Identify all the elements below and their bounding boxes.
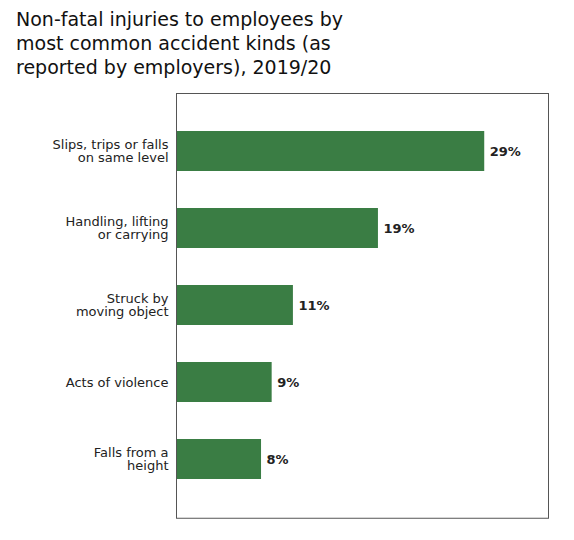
svg-text:Acts of violence: Acts of violence bbox=[66, 375, 169, 390]
svg-text:Slips, trips or fallson same l: Slips, trips or fallson same level bbox=[53, 137, 169, 165]
svg-text:9%: 9% bbox=[277, 375, 299, 390]
svg-text:Falls from aheight: Falls from aheight bbox=[94, 445, 169, 473]
svg-text:29%: 29% bbox=[490, 144, 521, 159]
html-text:Non-fatal injuries to employee: Non-fatal injuries to employees by most … bbox=[16, 8, 343, 78]
svg-text:Struck bymoving object: Struck bymoving object bbox=[76, 291, 169, 319]
svg-text:19%: 19% bbox=[383, 221, 414, 236]
svg-text:8%: 8% bbox=[267, 452, 289, 467]
svg-text:Handling, liftingor carrying: Handling, liftingor carrying bbox=[66, 214, 169, 242]
svg-text:11%: 11% bbox=[298, 298, 329, 313]
